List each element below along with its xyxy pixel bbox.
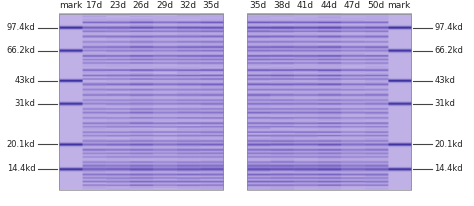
Text: 32d: 32d (179, 1, 196, 10)
Text: 97.4kd: 97.4kd (434, 23, 463, 32)
Text: 14.4kd: 14.4kd (434, 164, 463, 173)
Text: 20.1kd: 20.1kd (7, 140, 36, 149)
Text: 97.4kd: 97.4kd (7, 23, 36, 32)
Bar (246, 14, 410, 190)
Text: 29d: 29d (156, 1, 173, 10)
Text: 17d: 17d (85, 1, 103, 10)
Text: 47d: 47d (344, 1, 361, 10)
Text: 31kd: 31kd (434, 99, 455, 108)
Text: 35d: 35d (250, 1, 267, 10)
Text: 23d: 23d (109, 1, 126, 10)
Text: 35d: 35d (203, 1, 220, 10)
Text: 66.2kd: 66.2kd (7, 46, 36, 55)
Text: 26d: 26d (132, 1, 150, 10)
Text: 14.4kd: 14.4kd (7, 164, 36, 173)
Bar (59, 14, 223, 190)
Text: 31kd: 31kd (15, 99, 36, 108)
Text: 43kd: 43kd (434, 76, 455, 85)
Text: 66.2kd: 66.2kd (434, 46, 463, 55)
Text: 44d: 44d (320, 1, 337, 10)
Text: 50d: 50d (367, 1, 384, 10)
Text: mark: mark (59, 1, 82, 10)
Text: 41d: 41d (297, 1, 314, 10)
Text: 43kd: 43kd (15, 76, 36, 85)
Text: mark: mark (387, 1, 410, 10)
Text: 38d: 38d (273, 1, 291, 10)
Text: 20.1kd: 20.1kd (434, 140, 463, 149)
